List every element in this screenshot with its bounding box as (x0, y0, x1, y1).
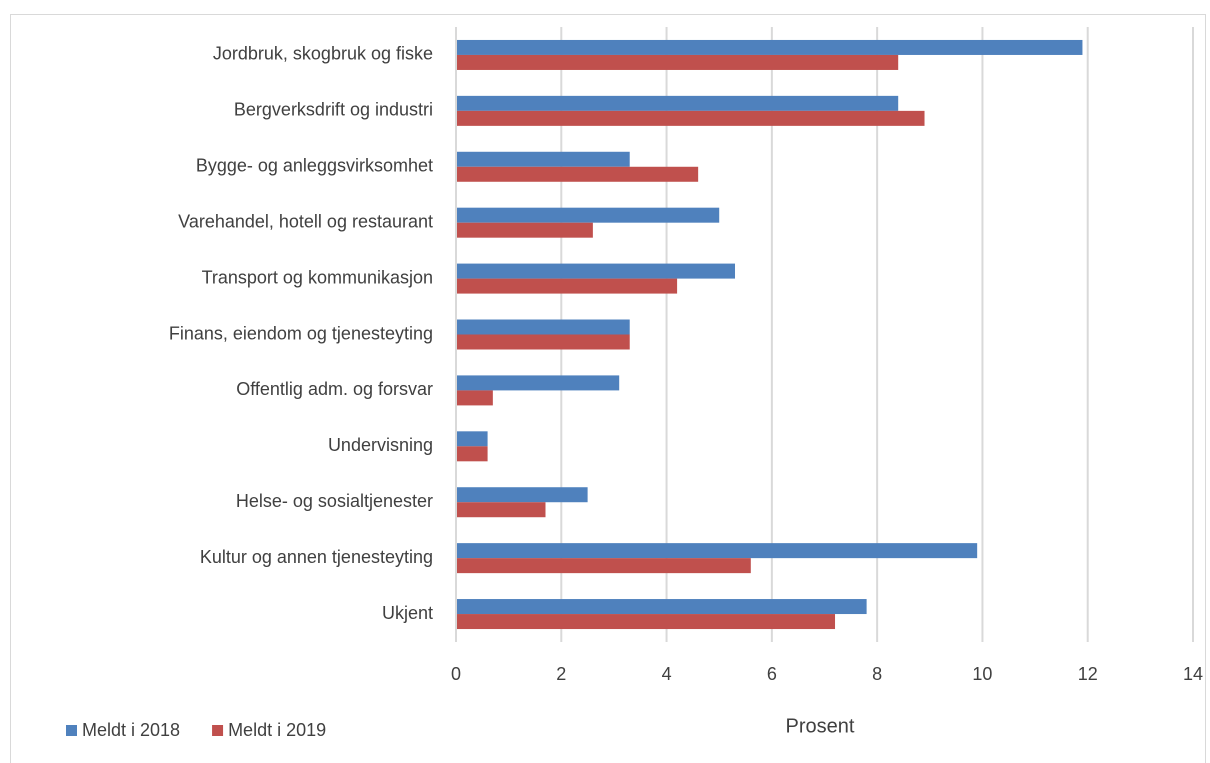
bar (456, 207, 720, 223)
bar (456, 222, 593, 238)
legend-swatch (212, 725, 224, 736)
y-tick-label: Transport og kommunikasjon (202, 267, 433, 287)
bar (456, 319, 630, 335)
bar (456, 446, 488, 462)
bar (456, 166, 699, 182)
bar (456, 263, 736, 279)
x-tick-label: 2 (556, 664, 566, 684)
x-tick-label: 4 (662, 664, 672, 684)
bar (456, 278, 678, 294)
x-tick-label: 14 (1183, 664, 1203, 684)
y-tick-label: Kultur og annen tjenesteyting (200, 547, 433, 567)
x-tick-label: 0 (451, 664, 461, 684)
bar (456, 558, 751, 574)
bar (456, 431, 488, 447)
legend-label: Meldt i 2019 (228, 720, 326, 740)
bar (456, 390, 493, 406)
y-tick-label: Finans, eiendom og tjenesteyting (169, 323, 433, 343)
bar (456, 95, 899, 111)
y-tick-label: Bergverksdrift og industri (234, 100, 433, 120)
bar (456, 614, 836, 630)
y-tick-label: Ukjent (382, 603, 433, 623)
y-tick-label: Bygge- og anleggsvirksomhet (196, 156, 433, 176)
bar (456, 334, 630, 350)
y-tick-label: Undervisning (328, 435, 433, 455)
bar (456, 39, 1083, 55)
y-tick-label: Offentlig adm. og forsvar (236, 379, 433, 399)
bar (456, 375, 620, 391)
bar (456, 543, 978, 559)
y-tick-label: Helse- og sosialtjenester (236, 491, 433, 511)
legend-swatch (66, 725, 77, 736)
bar (456, 599, 867, 615)
bar (456, 487, 588, 503)
legend-label: Meldt i 2018 (82, 720, 180, 740)
x-tick-label: 8 (872, 664, 882, 684)
y-tick-label: Varehandel, hotell og restaurant (178, 211, 433, 231)
bar (456, 151, 630, 167)
x-axis-title: Prosent (786, 715, 855, 737)
x-tick-label: 10 (972, 664, 992, 684)
x-tick-label: 12 (1078, 664, 1098, 684)
chart-border (10, 14, 1206, 763)
x-tick-label: 6 (767, 664, 777, 684)
bar (456, 54, 899, 70)
y-tick-label: Jordbruk, skogbruk og fiske (213, 44, 433, 64)
bar (456, 110, 925, 126)
bar (456, 502, 546, 518)
